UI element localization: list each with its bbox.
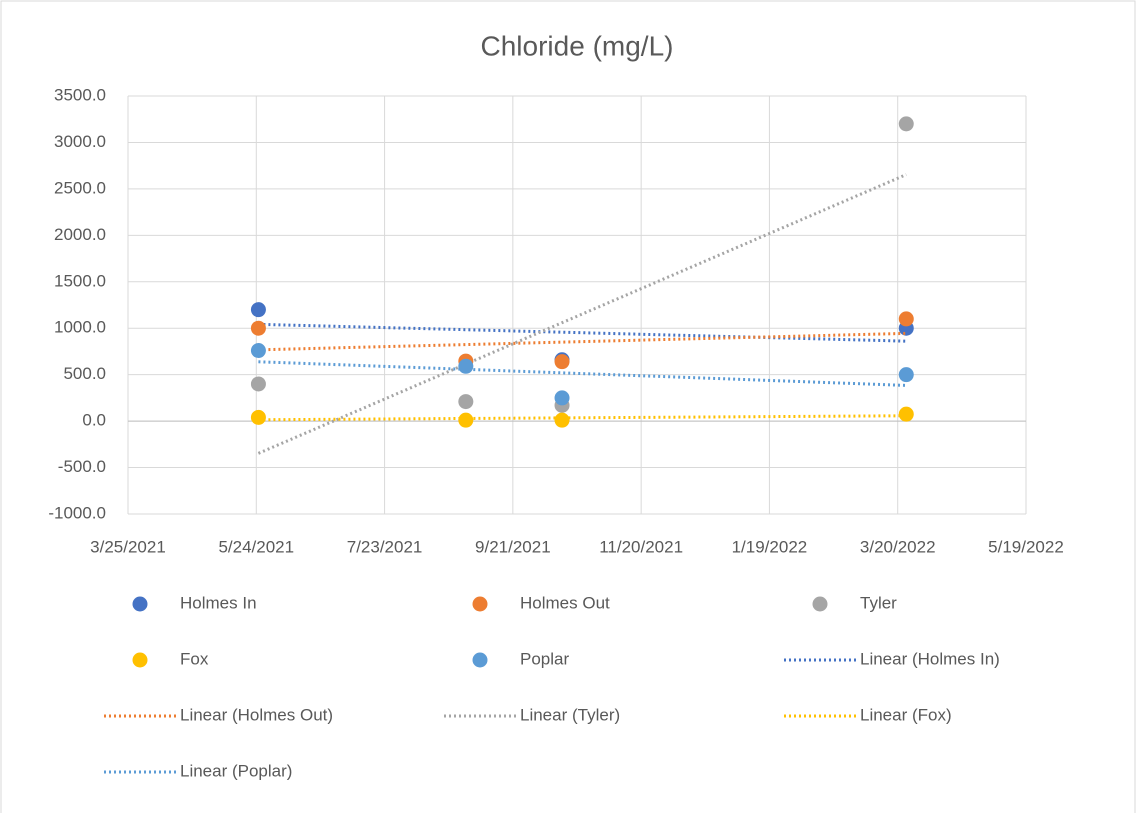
y-tick-label: 2500.0 [54, 178, 106, 197]
y-tick-label: 2000.0 [54, 225, 106, 244]
y-tick-label: 1000.0 [54, 318, 106, 337]
legend-marker [132, 652, 148, 668]
point [554, 354, 570, 370]
point [554, 412, 570, 428]
x-tick-label: 7/23/2021 [347, 537, 423, 556]
legend-label: Linear (Fox) [860, 705, 952, 724]
y-tick-label: 3500.0 [54, 85, 106, 104]
point [250, 343, 266, 359]
chart-title: Chloride (mg/L) [481, 30, 674, 61]
legend-marker [812, 596, 828, 612]
legend-marker [132, 596, 148, 612]
point [458, 358, 474, 374]
point [898, 116, 914, 132]
legend-label: Poplar [520, 649, 569, 668]
legend-marker [472, 596, 488, 612]
y-tick-label: -1000.0 [48, 503, 106, 522]
x-tick-label: 5/19/2022 [988, 537, 1064, 556]
legend-label: Linear (Poplar) [180, 761, 292, 780]
legend-label: Holmes In [180, 593, 257, 612]
point [898, 406, 914, 422]
y-tick-label: 500.0 [63, 364, 106, 383]
point [458, 412, 474, 428]
legend-label: Holmes Out [520, 593, 610, 612]
point [898, 311, 914, 327]
trendline [258, 360, 907, 387]
legend-label: Linear (Tyler) [520, 705, 620, 724]
x-tick-label: 3/25/2021 [90, 537, 166, 556]
trendline [258, 331, 907, 352]
x-tick-label: 11/20/2021 [599, 537, 683, 556]
y-tick-label: -500.0 [58, 457, 106, 476]
x-tick-label: 1/19/2022 [732, 537, 808, 556]
y-tick-label: 3000.0 [54, 132, 106, 151]
legend-label: Linear (Holmes In) [860, 649, 1000, 668]
point [458, 394, 474, 410]
point [898, 367, 914, 383]
y-tick-label: 1500.0 [54, 271, 106, 290]
y-tick-label: 0.0 [82, 411, 106, 430]
legend-label: Fox [180, 649, 209, 668]
point [250, 302, 266, 318]
x-tick-label: 5/24/2021 [218, 537, 294, 556]
x-tick-label: 3/20/2022 [860, 537, 936, 556]
point [250, 320, 266, 336]
trendline [258, 322, 907, 343]
point [250, 409, 266, 425]
legend-marker [472, 652, 488, 668]
x-tick-label: 9/21/2021 [475, 537, 551, 556]
point [554, 390, 570, 406]
point [250, 376, 266, 392]
legend-label: Tyler [860, 593, 897, 612]
legend-label: Linear (Holmes Out) [180, 705, 333, 724]
